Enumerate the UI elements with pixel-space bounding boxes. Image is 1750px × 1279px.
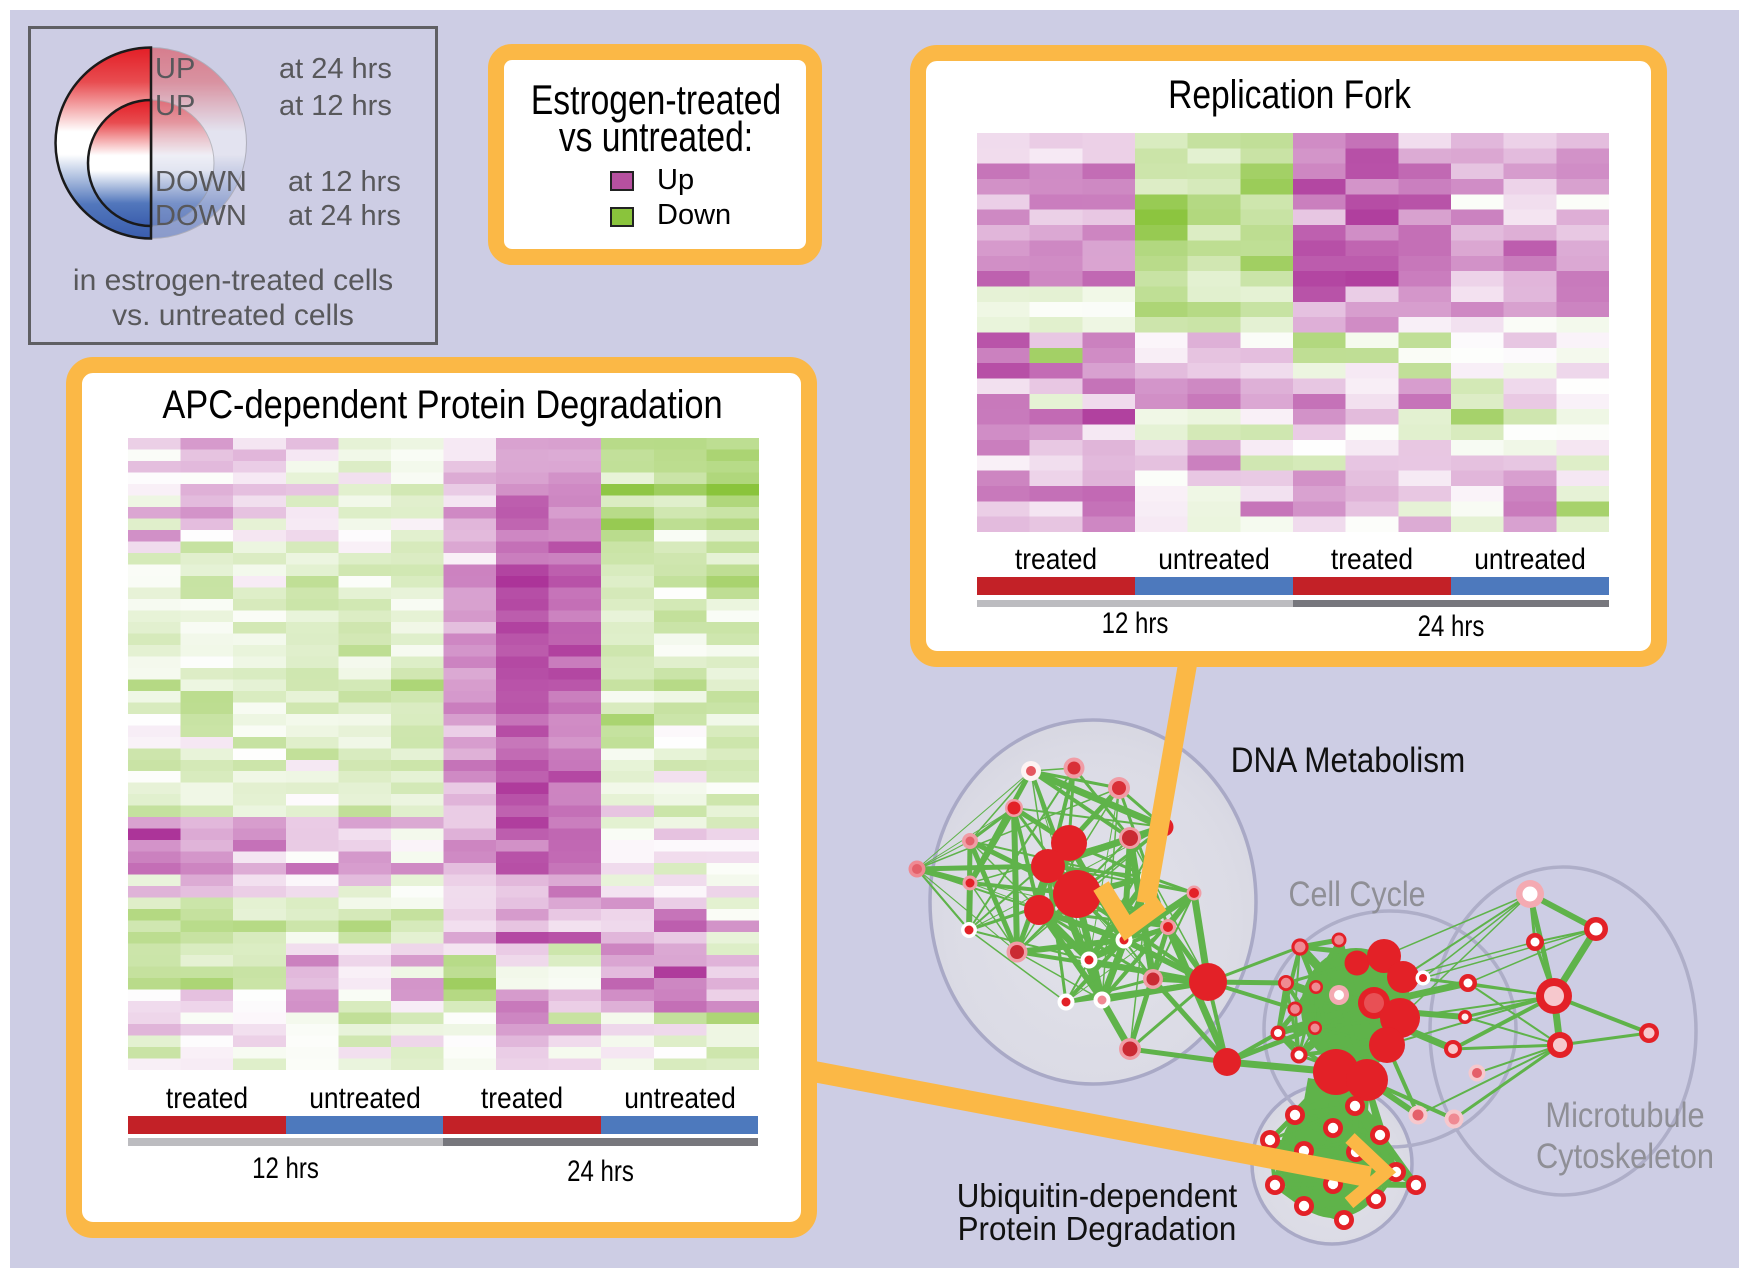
svg-text:Ubiquitin-dependent: Ubiquitin-dependent — [957, 1177, 1238, 1214]
svg-text:DNA Metabolism: DNA Metabolism — [1231, 742, 1465, 781]
svg-text:Cytoskeleton: Cytoskeleton — [1536, 1136, 1714, 1175]
svg-text:Protein Degradation: Protein Degradation — [958, 1210, 1237, 1247]
svg-text:Cell Cycle: Cell Cycle — [1288, 874, 1425, 913]
svg-text:Microtubule: Microtubule — [1545, 1095, 1704, 1134]
